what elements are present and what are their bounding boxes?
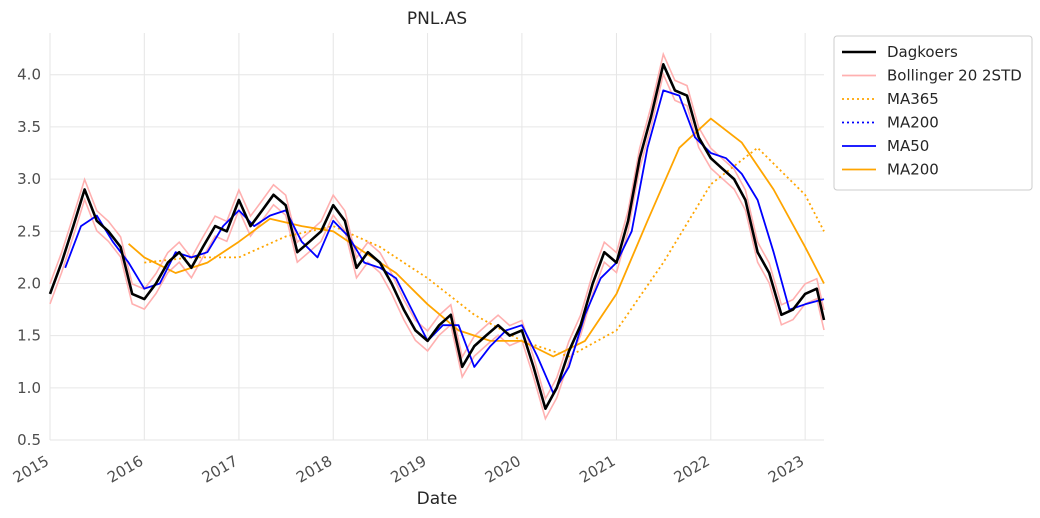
legend-label: MA50 <box>887 137 929 155</box>
x-tick-label: 2017 <box>199 452 241 487</box>
x-tick-label: 2015 <box>10 452 52 487</box>
legend-label: Dagkoers <box>887 43 958 61</box>
x-tick-label: 2020 <box>482 452 524 487</box>
x-axis-label: Date <box>417 489 458 509</box>
legend: Dagkoers Bollinger 20 2STD MA365 MA200 MA50 M… <box>833 35 1033 191</box>
y-tick-label: 0.5 <box>17 431 41 449</box>
x-tick-label: 2021 <box>576 452 618 487</box>
bollinger-lower-line <box>49 71 825 421</box>
y-tick-label: 3.0 <box>17 170 41 188</box>
x-tick-label: 2016 <box>104 452 146 487</box>
chart-title: PNL.AS <box>407 9 467 29</box>
bollinger-upper-line <box>49 51 825 401</box>
x-tick-label: 2023 <box>765 452 807 487</box>
legend-label: Bollinger 20 2STD <box>887 67 1022 85</box>
y-axis-ticks: 0.5 1.0 1.5 2.0 2.5 3.0 3.5 4.0 <box>17 66 41 449</box>
y-tick-label: 2.5 <box>17 222 41 240</box>
y-tick-label: 4.0 <box>17 66 41 84</box>
dagkoers-line <box>48 63 826 410</box>
grid <box>49 33 824 441</box>
series-layer <box>48 63 826 410</box>
x-tick-label: 2022 <box>671 452 713 487</box>
legend-box <box>833 35 1033 191</box>
legend-label: MA200 <box>887 161 939 179</box>
x-tick-label: 2018 <box>293 452 335 487</box>
legend-label: MA365 <box>887 90 939 108</box>
ma50-line <box>64 89 825 394</box>
ma365-line <box>144 146 825 358</box>
y-tick-label: 3.5 <box>17 118 41 136</box>
x-axis-ticks: 2015 2016 2017 2018 2019 2020 2021 2022 2023 <box>10 452 807 487</box>
bollinger-band-layer <box>49 51 825 421</box>
legend-label: MA200 <box>887 114 939 132</box>
ma200-line <box>128 117 825 358</box>
y-tick-label: 1.0 <box>17 379 41 397</box>
y-tick-label: 2.0 <box>17 274 41 292</box>
y-tick-label: 1.5 <box>17 327 41 345</box>
x-tick-label: 2019 <box>387 452 429 487</box>
